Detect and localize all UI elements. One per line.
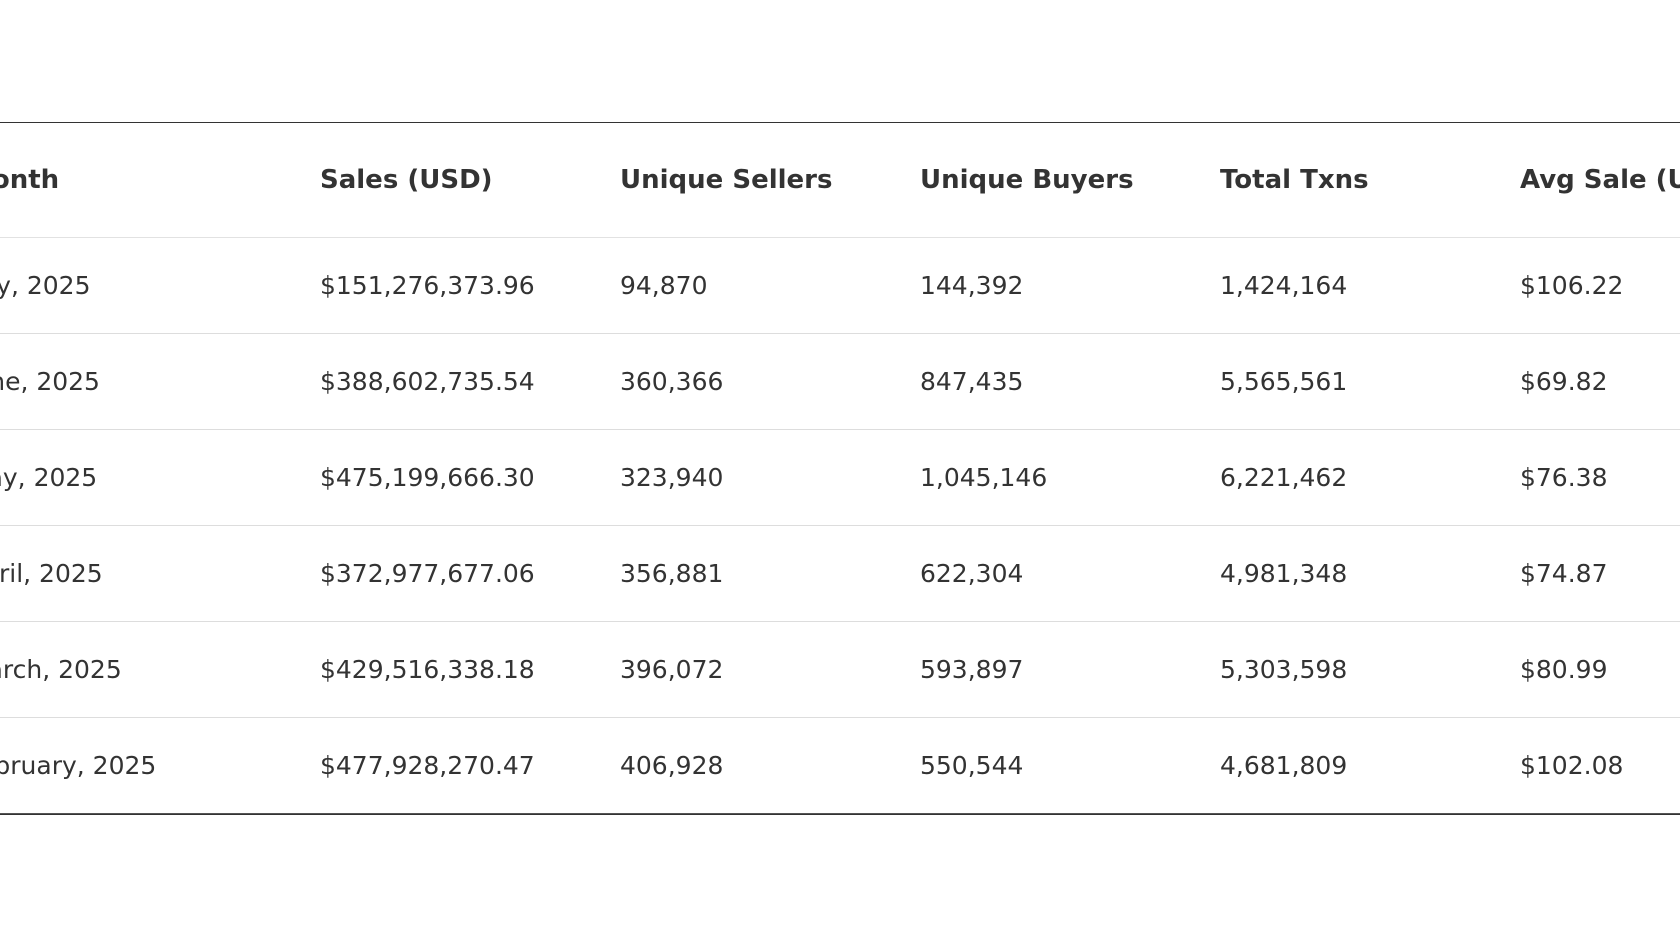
cell-month: March, 2025 <box>0 621 320 718</box>
cell-avg-sale: $76.38 <box>1520 429 1680 526</box>
cell-avg-sale: $106.22 <box>1520 237 1680 334</box>
table-row: April, 2025 $372,977,677.06 356,881 622,… <box>0 525 1680 622</box>
cell-unique-sellers: 406,928 <box>620 717 920 814</box>
table-row: July, 2025 $151,276,373.96 94,870 144,39… <box>0 237 1680 334</box>
cell-unique-sellers: 396,072 <box>620 621 920 718</box>
column-header-sales: Sales (USD) <box>320 123 620 238</box>
cell-unique-buyers: 622,304 <box>920 525 1220 622</box>
cell-total-txns: 5,565,561 <box>1220 333 1520 430</box>
table-body: July, 2025 $151,276,373.96 94,870 144,39… <box>0 237 1680 814</box>
cell-avg-sale: $102.08 <box>1520 717 1680 814</box>
cell-avg-sale: $69.82 <box>1520 333 1680 430</box>
column-header-unique-sellers: Unique Sellers <box>620 123 920 238</box>
monthly-sales-table: Month Sales (USD) Unique Sellers Unique … <box>0 123 1680 814</box>
cell-unique-buyers: 593,897 <box>920 621 1220 718</box>
table-row: May, 2025 $475,199,666.30 323,940 1,045,… <box>0 429 1680 526</box>
cell-unique-buyers: 144,392 <box>920 237 1220 334</box>
cell-sales: $388,602,735.54 <box>320 333 620 430</box>
cell-total-txns: 4,981,348 <box>1220 525 1520 622</box>
cell-unique-sellers: 356,881 <box>620 525 920 622</box>
column-header-unique-buyers: Unique Buyers <box>920 123 1220 238</box>
cell-sales: $429,516,338.18 <box>320 621 620 718</box>
cell-sales: $372,977,677.06 <box>320 525 620 622</box>
column-header-month: Month <box>0 123 320 238</box>
cell-total-txns: 5,303,598 <box>1220 621 1520 718</box>
cell-month: July, 2025 <box>0 237 320 334</box>
cell-unique-buyers: 847,435 <box>920 333 1220 430</box>
cell-sales: $475,199,666.30 <box>320 429 620 526</box>
cell-unique-sellers: 360,366 <box>620 333 920 430</box>
table-row: February, 2025 $477,928,270.47 406,928 5… <box>0 717 1680 814</box>
sales-table-container: Month Sales (USD) Unique Sellers Unique … <box>0 122 1680 815</box>
cell-unique-buyers: 550,544 <box>920 717 1220 814</box>
cell-month: May, 2025 <box>0 429 320 526</box>
column-header-total-txns: Total Txns <box>1220 123 1520 238</box>
cell-sales: $477,928,270.47 <box>320 717 620 814</box>
cell-month: April, 2025 <box>0 525 320 622</box>
cell-unique-buyers: 1,045,146 <box>920 429 1220 526</box>
table-row: March, 2025 $429,516,338.18 396,072 593,… <box>0 621 1680 718</box>
cell-unique-sellers: 323,940 <box>620 429 920 526</box>
table-row: June, 2025 $388,602,735.54 360,366 847,4… <box>0 333 1680 430</box>
cell-month: June, 2025 <box>0 333 320 430</box>
cell-sales: $151,276,373.96 <box>320 237 620 334</box>
cell-unique-sellers: 94,870 <box>620 237 920 334</box>
column-header-avg-sale: Avg Sale (USD) <box>1520 123 1680 238</box>
cell-avg-sale: $74.87 <box>1520 525 1680 622</box>
header-row: Month Sales (USD) Unique Sellers Unique … <box>0 123 1680 238</box>
cell-total-txns: 1,424,164 <box>1220 237 1520 334</box>
table-header: Month Sales (USD) Unique Sellers Unique … <box>0 123 1680 238</box>
cell-month: February, 2025 <box>0 717 320 814</box>
cell-total-txns: 6,221,462 <box>1220 429 1520 526</box>
cell-avg-sale: $80.99 <box>1520 621 1680 718</box>
cell-total-txns: 4,681,809 <box>1220 717 1520 814</box>
